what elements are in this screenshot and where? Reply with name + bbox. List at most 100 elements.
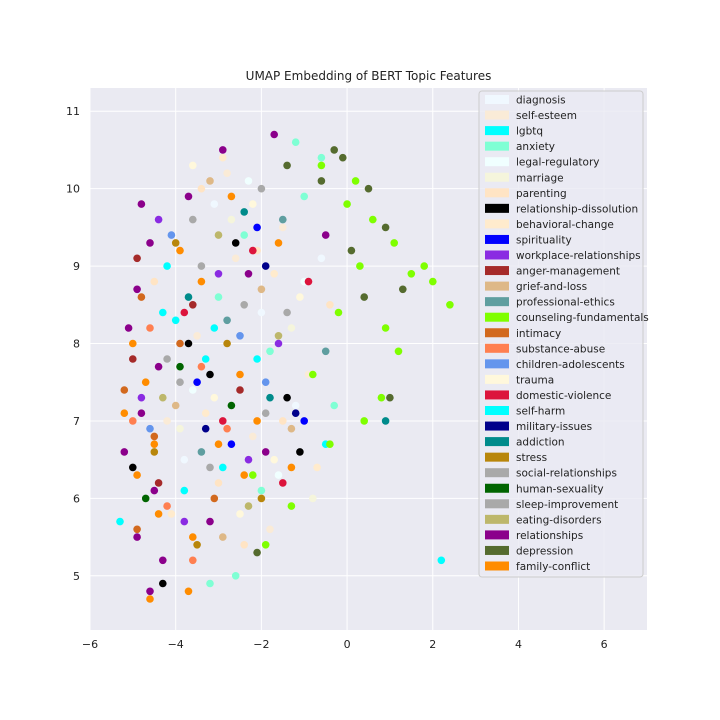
data-point [154,479,163,487]
data-point [227,192,236,201]
data-point [150,486,159,495]
data-point [146,239,154,247]
data-point [141,378,150,387]
legend-swatch [485,561,509,571]
data-point [287,502,296,510]
data-point [274,332,283,340]
data-point [146,424,154,433]
data-point [197,277,206,286]
data-point [197,362,206,371]
data-point [146,324,154,332]
legend-swatch [485,483,509,493]
data-point [120,448,129,456]
data-point [223,339,231,348]
legend-swatch [485,188,509,198]
data-point [347,246,356,255]
data-point [240,541,248,549]
data-point [133,471,141,479]
data-point [249,432,257,441]
legend-label: eating-disorders [516,514,602,526]
data-point [137,200,146,208]
data-point [261,409,270,418]
data-point [129,339,137,348]
x-tick-label: 0 [344,638,351,651]
data-point [201,355,210,363]
data-point [279,215,287,224]
data-point [227,440,236,449]
data-point [150,448,159,456]
data-point [180,517,189,526]
data-point [214,293,223,301]
data-point [317,153,326,162]
data-point [180,486,189,495]
data-point [193,378,201,387]
legend-label: children-adolescents [516,359,625,371]
legend-label: trauma [516,374,554,386]
y-axis-ticks: 5 6 7 8 9 10 11 [66,105,80,583]
data-point [219,463,227,472]
data-point [180,308,189,317]
y-tick-label: 6 [73,492,80,505]
data-point [240,471,248,479]
data-point [369,215,377,224]
legend-swatch [485,359,509,369]
data-point [171,239,180,247]
legend-swatch [485,390,509,400]
data-point [407,270,416,278]
legend-swatch [485,545,509,555]
legend-label: substance-abuse [516,343,605,355]
data-point [257,285,266,294]
data-point [381,324,390,332]
data-point [223,424,231,433]
legend-swatch [485,234,509,244]
data-point [120,409,129,418]
data-point [279,417,287,425]
data-point [133,525,141,534]
legend-label: domestic-violence [516,390,611,402]
data-point [317,177,326,185]
data-point [377,393,386,402]
data-point [381,223,390,232]
data-point [236,332,244,340]
data-point [287,424,296,433]
data-point [244,455,253,464]
data-point [189,386,197,394]
data-point [214,479,223,487]
legend-label: intimacy [516,328,561,340]
legend-entries: diagnosis self-esteem lgbtq anxiety legal-re… [485,95,649,573]
data-point [266,347,274,356]
data-point [429,277,437,286]
x-tick-label: 4 [515,638,522,651]
data-point [219,153,227,162]
data-point [270,130,279,139]
legend-swatch [485,95,509,104]
data-point [210,324,219,332]
data-point [193,541,201,549]
x-tick-label: −4 [168,638,184,651]
data-point [279,479,287,487]
legend-label: self-esteem [516,110,577,122]
data-point [300,417,309,425]
data-point [133,533,141,541]
data-point [154,215,163,224]
data-point [351,177,360,185]
legend-swatch [485,437,509,447]
data-point [261,448,270,456]
legend-label: self-harm [516,406,565,418]
legend-box [478,90,644,578]
data-point [309,494,317,503]
data-point [270,455,279,464]
data-point [381,417,390,425]
data-point [287,463,296,472]
data-point [253,417,261,425]
legend-swatch [485,297,509,307]
data-point [399,285,407,294]
data-point [206,579,214,588]
data-point [274,239,283,247]
legend-label: sleep-improvement [516,499,618,511]
legend-swatch [485,374,509,384]
data-point [193,332,201,340]
data-point [261,262,270,270]
data-point [253,548,261,557]
legend-swatch [485,110,509,120]
